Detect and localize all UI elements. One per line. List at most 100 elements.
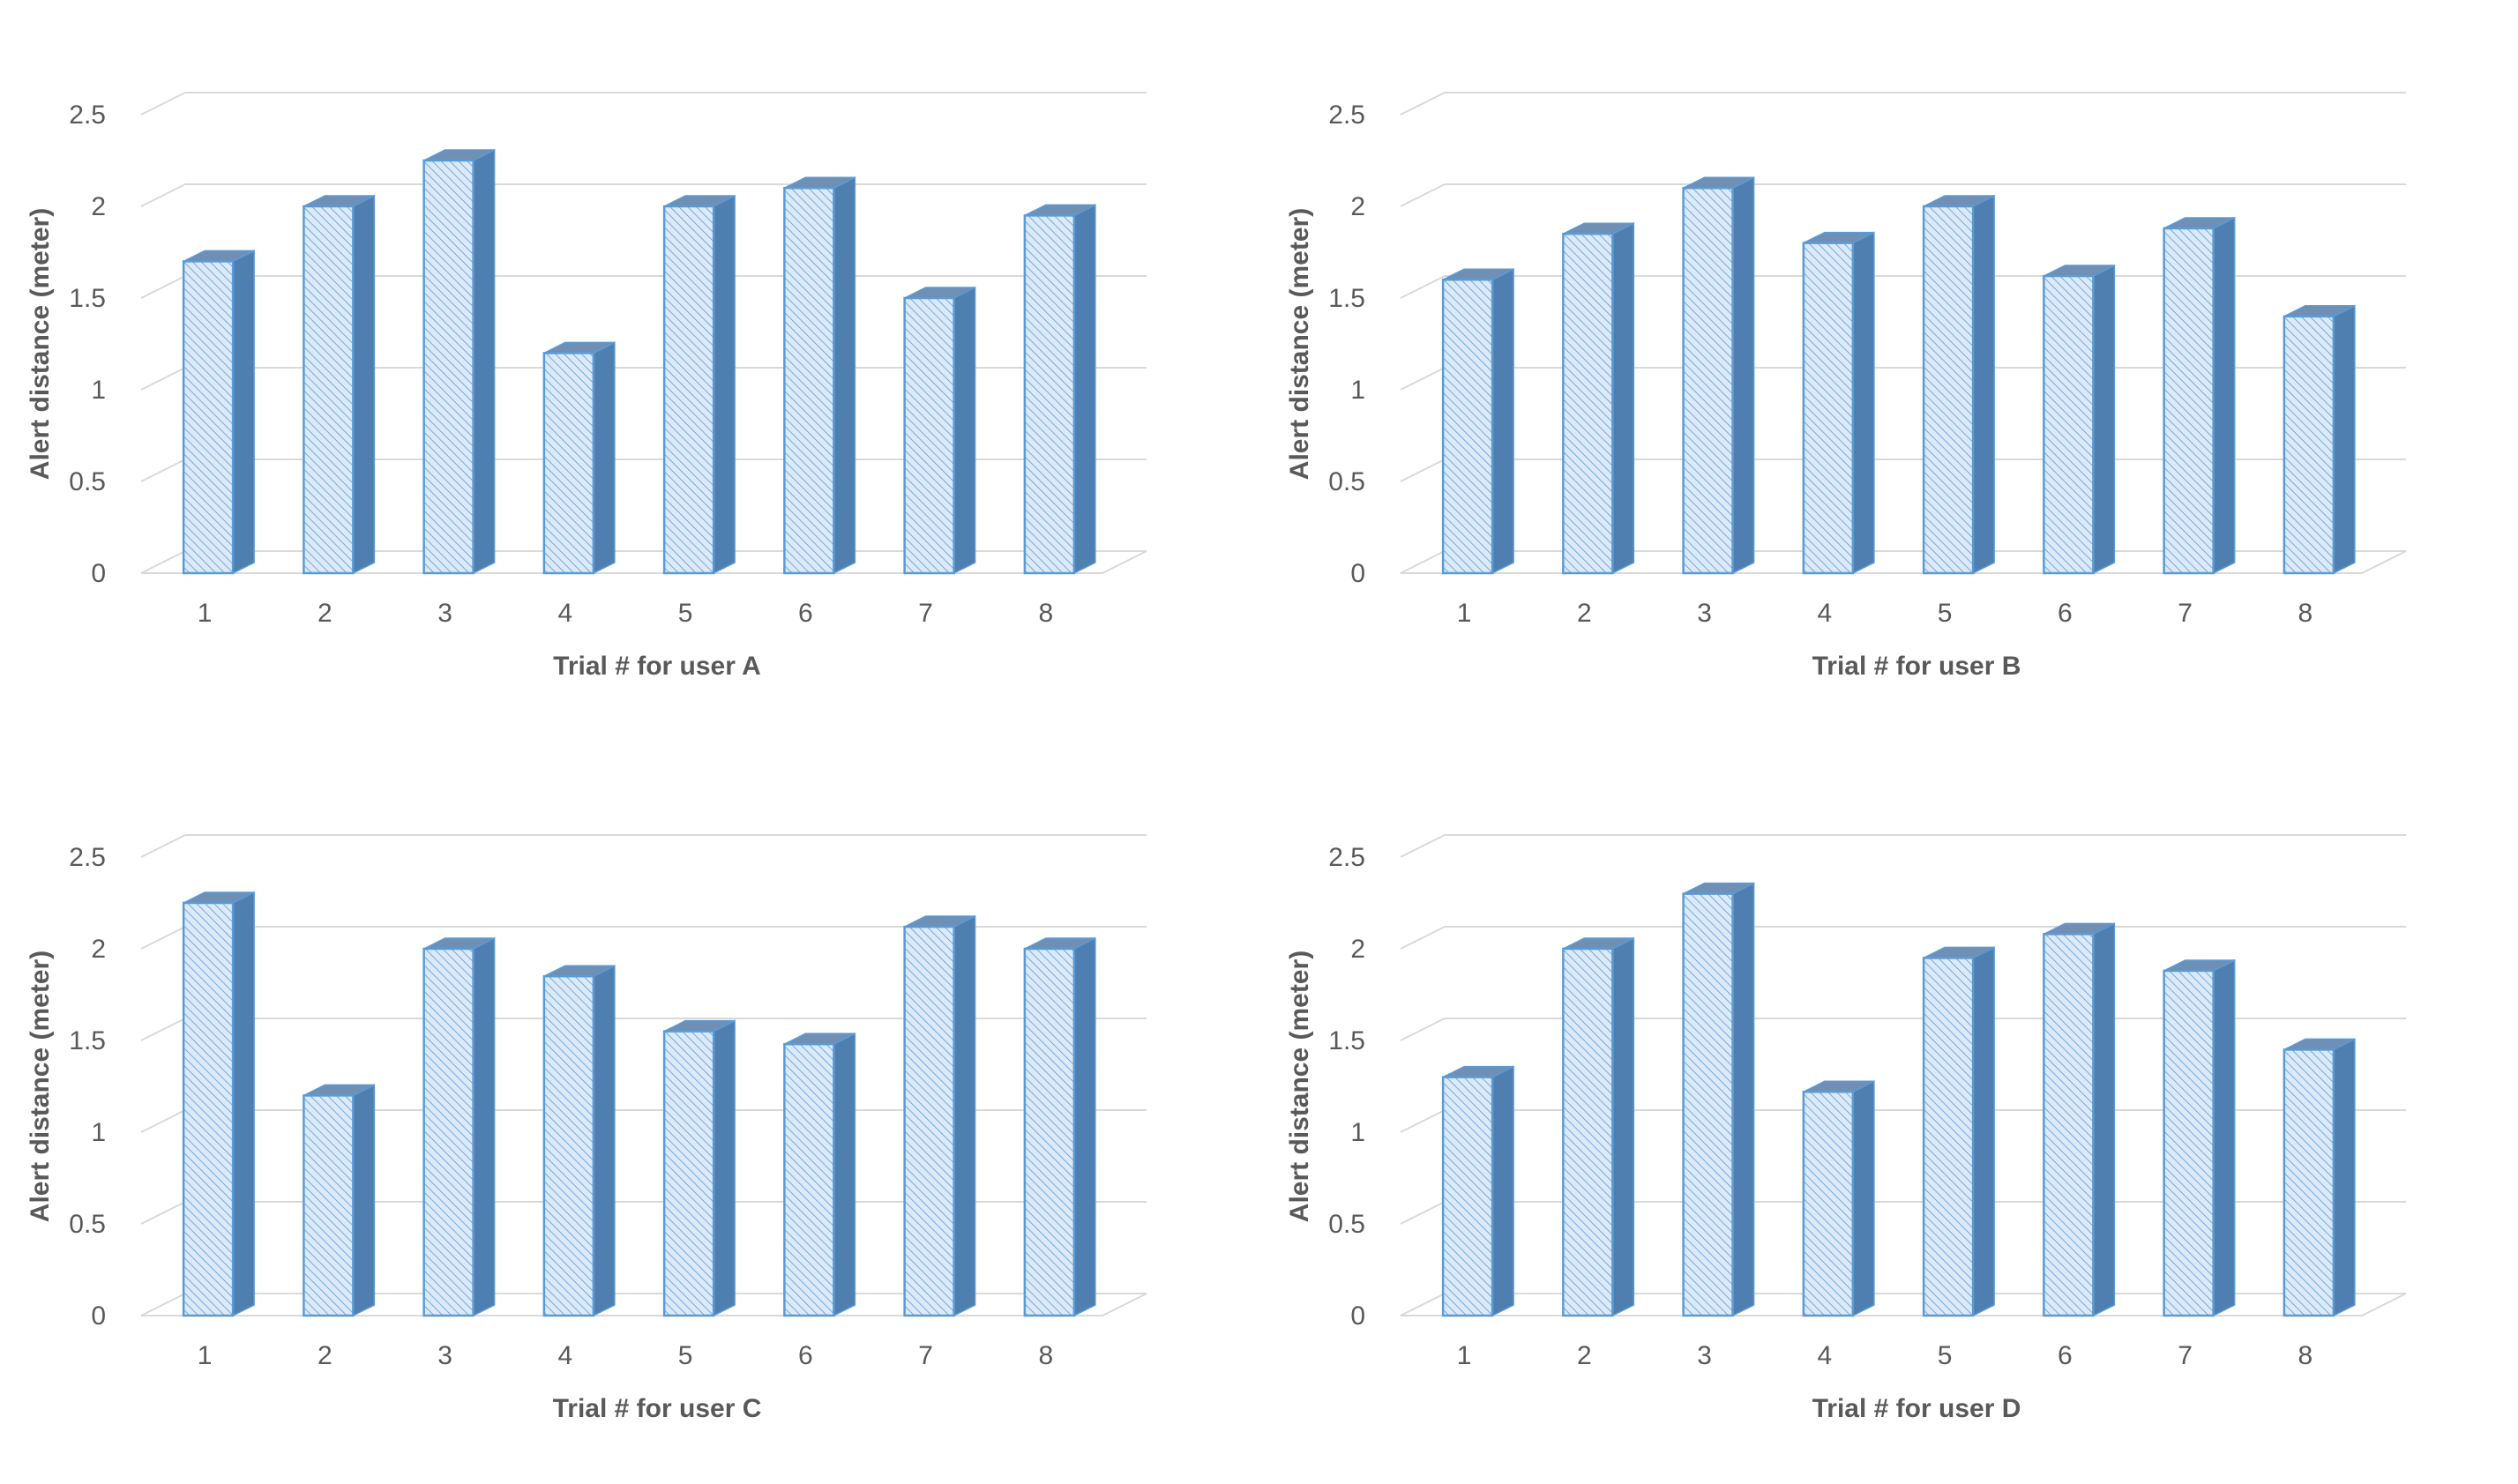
bar-front bbox=[182, 901, 235, 1317]
x-axis-title: Trial # for user D bbox=[1812, 1394, 2021, 1423]
bar-side bbox=[1491, 1065, 1514, 1317]
chart-floor bbox=[1400, 1293, 2407, 1316]
bar bbox=[182, 891, 255, 1317]
gridline-stub bbox=[1400, 926, 1446, 950]
bar-front bbox=[903, 296, 955, 575]
x-tick-label: 1 bbox=[1457, 599, 1472, 628]
bar bbox=[783, 175, 856, 575]
y-tick-label: 1.5 bbox=[1328, 284, 1365, 313]
y-tick-label: 2.5 bbox=[69, 101, 106, 130]
y-tick-label: 1.5 bbox=[69, 284, 106, 313]
x-tick-label: 5 bbox=[1938, 1341, 1953, 1370]
gridline-stub bbox=[140, 1018, 186, 1041]
bar bbox=[662, 1019, 736, 1317]
bar-side bbox=[1852, 1080, 1875, 1317]
bar-front bbox=[783, 1042, 835, 1317]
bar-front bbox=[2163, 227, 2215, 575]
bar-front bbox=[903, 925, 955, 1317]
x-tick-label: 6 bbox=[798, 1341, 813, 1370]
bar bbox=[1562, 936, 1635, 1317]
bar bbox=[2163, 958, 2236, 1317]
bar-side bbox=[1731, 175, 1755, 575]
x-tick-label: 5 bbox=[678, 1341, 693, 1370]
gridline-stub bbox=[1400, 459, 1446, 482]
x-tick-label: 6 bbox=[2058, 1341, 2073, 1370]
bar bbox=[662, 194, 736, 575]
gridline-stub bbox=[140, 92, 186, 116]
bar-side bbox=[2212, 216, 2236, 575]
x-tick-label: 3 bbox=[1697, 599, 1712, 628]
bar-side bbox=[2092, 264, 2116, 575]
y-tick-label: 2 bbox=[91, 192, 106, 221]
bar-side bbox=[2092, 922, 2116, 1317]
gridline-stub bbox=[140, 459, 186, 482]
bar bbox=[422, 148, 496, 575]
gridline-stub bbox=[140, 834, 186, 858]
bar-side bbox=[953, 914, 976, 1317]
x-tick-label: 3 bbox=[437, 599, 452, 628]
bar bbox=[542, 341, 616, 575]
y-tick-label: 2.5 bbox=[1328, 843, 1365, 872]
y-tick-label: 0 bbox=[91, 559, 106, 588]
bar-side bbox=[2333, 304, 2356, 575]
x-axis-title: Trial # for user A bbox=[553, 652, 761, 681]
bar-front bbox=[1922, 957, 1975, 1317]
y-tick-label: 0.5 bbox=[1328, 1210, 1365, 1239]
chart-user-a-svg: 0 0.5 1 1.5 2 2.5 1 2 3 4 5 6 7 8 Trial # for user A Al… bbox=[26, 92, 1147, 681]
x-tick-label: 3 bbox=[437, 1341, 452, 1370]
y-tick-label: 1.5 bbox=[69, 1026, 106, 1055]
chart-floor bbox=[140, 550, 1147, 574]
x-axis-title: Trial # for user B bbox=[1812, 652, 2021, 681]
bar-side bbox=[352, 194, 376, 575]
bar-side bbox=[1611, 936, 1635, 1317]
bar bbox=[303, 194, 376, 575]
bar-front bbox=[2163, 969, 2215, 1317]
bar-side bbox=[1972, 194, 1995, 575]
bar-front bbox=[182, 260, 235, 575]
bar-front bbox=[1441, 278, 1494, 575]
x-tick-label: 1 bbox=[198, 599, 213, 628]
gridline-stub bbox=[1400, 367, 1446, 391]
bar-front bbox=[783, 186, 835, 575]
chart-user-d: 0 0.5 1 1.5 2 2.5 1 2 3 4 5 6 7 8 Trial # for user D Al… bbox=[1259, 742, 2518, 1484]
gridline-stub bbox=[1400, 92, 1446, 116]
bar-front bbox=[1682, 186, 1734, 575]
bar-front bbox=[2283, 315, 2335, 575]
bar-front bbox=[422, 947, 474, 1317]
gridline-stub bbox=[1400, 1109, 1446, 1133]
y-tick-label: 2 bbox=[1350, 192, 1365, 221]
gridline-stub bbox=[1400, 834, 1446, 858]
bar-front bbox=[542, 974, 595, 1317]
y-tick-label: 1 bbox=[1350, 376, 1365, 405]
bar-front bbox=[303, 205, 355, 575]
bar-front bbox=[542, 352, 595, 575]
bar-front bbox=[422, 159, 474, 575]
bar bbox=[1441, 1065, 1514, 1317]
bar bbox=[1441, 267, 1514, 575]
bar-side bbox=[1491, 267, 1514, 575]
bar-front bbox=[1802, 242, 1855, 575]
x-tick-label: 1 bbox=[198, 1341, 213, 1370]
y-tick-label: 0 bbox=[1350, 1301, 1365, 1331]
bar-side bbox=[593, 341, 616, 575]
bar bbox=[1922, 946, 1995, 1317]
x-tick-label: 8 bbox=[2298, 599, 2313, 628]
x-tick-label: 6 bbox=[2058, 599, 2073, 628]
chart-user-b: 0 0.5 1 1.5 2 2.5 1 2 3 4 5 6 7 8 Trial # for user B Al… bbox=[1259, 0, 2518, 742]
bar bbox=[2043, 922, 2116, 1317]
gridline-stub bbox=[1400, 1201, 1446, 1225]
gridline-stub bbox=[140, 926, 186, 950]
y-tick-label: 1.5 bbox=[1328, 1026, 1365, 1055]
x-tick-label: 4 bbox=[1818, 1341, 1833, 1370]
bar-front bbox=[303, 1094, 355, 1317]
bar bbox=[783, 1032, 856, 1317]
bar-front bbox=[1023, 947, 1076, 1317]
y-tick-label: 2.5 bbox=[69, 843, 106, 872]
y-tick-label: 2 bbox=[1350, 935, 1365, 964]
x-tick-label: 8 bbox=[1039, 599, 1054, 628]
gridline-stub bbox=[1400, 275, 1446, 299]
bar-side bbox=[1073, 204, 1096, 575]
x-axis-title: Trial # for user C bbox=[553, 1394, 762, 1423]
bar bbox=[903, 914, 976, 1317]
bar bbox=[542, 964, 616, 1317]
